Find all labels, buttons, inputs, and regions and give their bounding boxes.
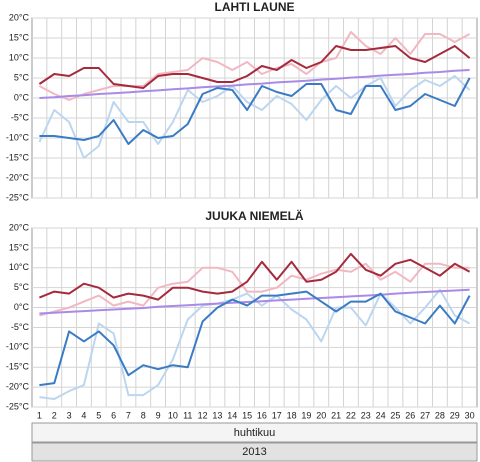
y-tick-label: -5°C: [11, 322, 30, 332]
x-tick-label: 6: [111, 410, 116, 420]
line-series: [38, 75, 471, 159]
line-series: [39, 69, 470, 99]
y-tick-label: -15°C: [6, 152, 30, 162]
x-tick-label: 26: [405, 410, 415, 420]
x-tick-label: 27: [420, 410, 430, 420]
y-tick-label: -10°C: [6, 342, 30, 352]
line-series: [39, 290, 471, 387]
y-tick-label: 0°C: [14, 92, 30, 102]
x-tick-label: 15: [242, 410, 252, 420]
x-tick-label: 16: [257, 410, 267, 420]
month-label: huhtikuu: [234, 427, 276, 439]
y-tick-label: 10°C: [9, 52, 30, 62]
chart-title: JUUKA NIEMELÄ: [205, 208, 304, 223]
x-tick-label: 12: [198, 410, 208, 420]
y-tick-label: -20°C: [6, 381, 30, 391]
x-tick-label: 13: [212, 410, 222, 420]
y-tick-label: 0°C: [14, 302, 30, 312]
x-tick-label: 3: [67, 410, 72, 420]
y-tick-label: 10°C: [9, 262, 30, 272]
line-series: [39, 77, 471, 145]
y-tick-label: 20°C: [9, 222, 30, 232]
x-tick-label: 23: [361, 410, 371, 420]
line-series: [38, 45, 471, 89]
x-tick-label: 17: [272, 410, 282, 420]
x-tick-label: 7: [126, 410, 131, 420]
line-series: [39, 252, 471, 301]
x-tick-label: 30: [465, 410, 475, 420]
y-tick-label: 20°C: [9, 12, 30, 22]
x-tick-label: 28: [435, 410, 445, 420]
line-series: [39, 262, 470, 317]
y-tick-label: -25°C: [6, 192, 30, 202]
x-tick-label: 4: [81, 410, 86, 420]
x-tick-label: 18: [287, 410, 297, 420]
year-label: 2013: [242, 446, 266, 458]
chart-title: LAHTI LAUNE: [215, 0, 295, 14]
x-tick-label: 10: [168, 410, 178, 420]
y-tick-label: 5°C: [14, 282, 30, 292]
x-tick-label: 9: [156, 410, 161, 420]
x-tick-label: 24: [376, 410, 386, 420]
y-tick-label: -15°C: [6, 362, 30, 372]
x-tick-label: 21: [331, 410, 341, 420]
x-tick-label: 11: [183, 410, 192, 420]
month-box: [31, 422, 478, 443]
y-tick-label: 15°C: [9, 242, 30, 252]
x-tick-label: 20: [316, 410, 326, 420]
x-tick-label: 1: [37, 410, 42, 420]
x-tick-label: 22: [346, 410, 356, 420]
x-tick-label: 25: [390, 410, 400, 420]
x-tick-label: 14: [227, 410, 237, 420]
x-tick-label: 5: [96, 410, 101, 420]
x-tick-label: 8: [141, 410, 146, 420]
y-tick-label: -20°C: [6, 172, 30, 182]
y-tick-label: -25°C: [6, 401, 30, 411]
x-tick-label: 2: [52, 410, 57, 420]
y-tick-label: -5°C: [11, 112, 30, 122]
y-tick-label: 15°C: [9, 32, 30, 42]
x-tick-label: 29: [450, 410, 460, 420]
year-box: [31, 442, 478, 462]
x-tick-label: 19: [301, 410, 311, 420]
y-tick-label: 5°C: [14, 72, 30, 82]
line-series: [38, 31, 471, 101]
y-tick-label: -10°C: [6, 132, 30, 142]
